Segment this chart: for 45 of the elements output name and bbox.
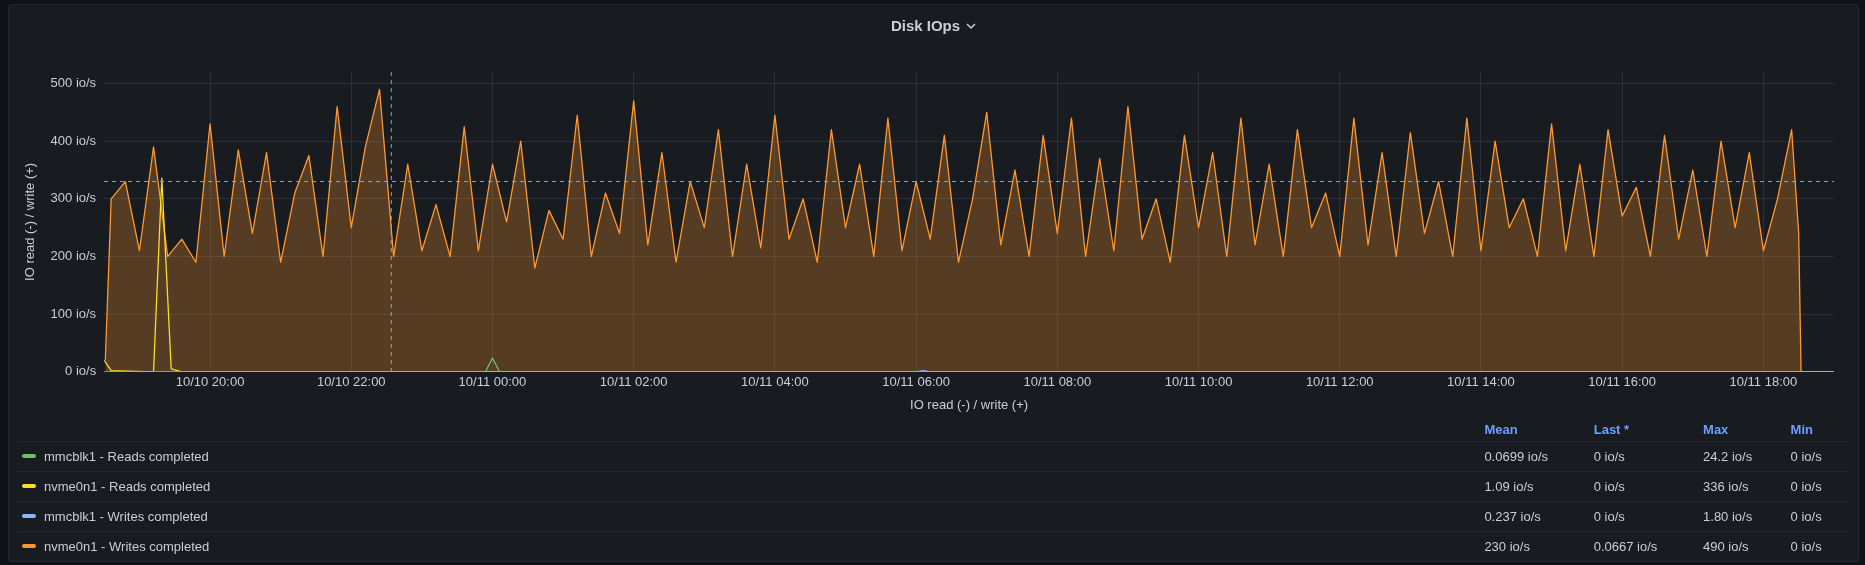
- text: Min: [1789, 420, 1814, 439]
- y-tick-label: 400 io/s: [50, 132, 97, 148]
- x-axis-title: IO read (-) / write (+): [910, 396, 1029, 412]
- x-tick-label: 10/11 02:00: [599, 374, 668, 390]
- text: Max: [1702, 420, 1730, 439]
- x-tick-label: 10/11 06:00: [882, 374, 950, 390]
- y-tick-label: 200 io/s: [50, 248, 97, 264]
- text: 230 io/s: [1483, 531, 1593, 561]
- y-tick-label: 300 io/s: [50, 190, 97, 206]
- text: 0 io/s: [1789, 441, 1850, 472]
- text: Mean: [1483, 420, 1519, 439]
- x-tick-label: 10/11 16:00: [1588, 374, 1657, 390]
- text: 24.2 io/s: [1702, 441, 1790, 472]
- text: Last *: [1592, 420, 1631, 439]
- text: 0.237 io/s: [1483, 501, 1593, 532]
- text: 0.0699 io/s: [1483, 441, 1593, 472]
- x-tick-label: 10/11 00:00: [458, 374, 527, 390]
- y-tick-label: 500 io/s: [50, 75, 97, 91]
- text: 0 io/s: [1592, 441, 1703, 472]
- x-tick-label: 10/11 12:00: [1305, 374, 1374, 390]
- legend-label: mmcblk1 - Writes completed: [17, 501, 1484, 532]
- x-tick-label: 10/10 22:00: [316, 374, 386, 390]
- legend-label: mmcblk1 - Reads completed: [17, 441, 1484, 472]
- legend-label: nvme0n1 - Reads completed: [17, 471, 1484, 502]
- text: 0.0667 io/s: [1592, 531, 1703, 561]
- text: 1.80 io/s: [1702, 501, 1790, 532]
- y-tick-label: 0 io/s: [65, 363, 97, 379]
- x-tick-label: 10/10 20:00: [175, 374, 245, 390]
- text: 0 io/s: [1789, 471, 1850, 502]
- text: 336 io/s: [1702, 471, 1790, 502]
- y-axis-title: IO read (-) / write (+): [22, 162, 38, 281]
- y-tick-label: 100 io/s: [50, 305, 97, 321]
- chart-title: Disk IOps: [890, 17, 961, 34]
- x-tick-label: 10/11 08:00: [1023, 374, 1092, 390]
- x-tick-label: 10/11 04:00: [741, 374, 809, 390]
- text: 1.09 io/s: [1483, 471, 1593, 502]
- text: 0 io/s: [1592, 501, 1703, 532]
- text: 490 io/s: [1702, 531, 1790, 561]
- text: 0 io/s: [1592, 471, 1703, 502]
- x-tick-label: 10/11 18:00: [1729, 374, 1798, 390]
- text: 0 io/s: [1789, 501, 1850, 532]
- x-tick-label: 10/11 10:00: [1164, 374, 1233, 390]
- legend-label: nvme0n1 - Writes completed: [17, 531, 1484, 561]
- text: 0 io/s: [1789, 531, 1850, 561]
- x-tick-label: 10/11 14:00: [1447, 374, 1515, 390]
